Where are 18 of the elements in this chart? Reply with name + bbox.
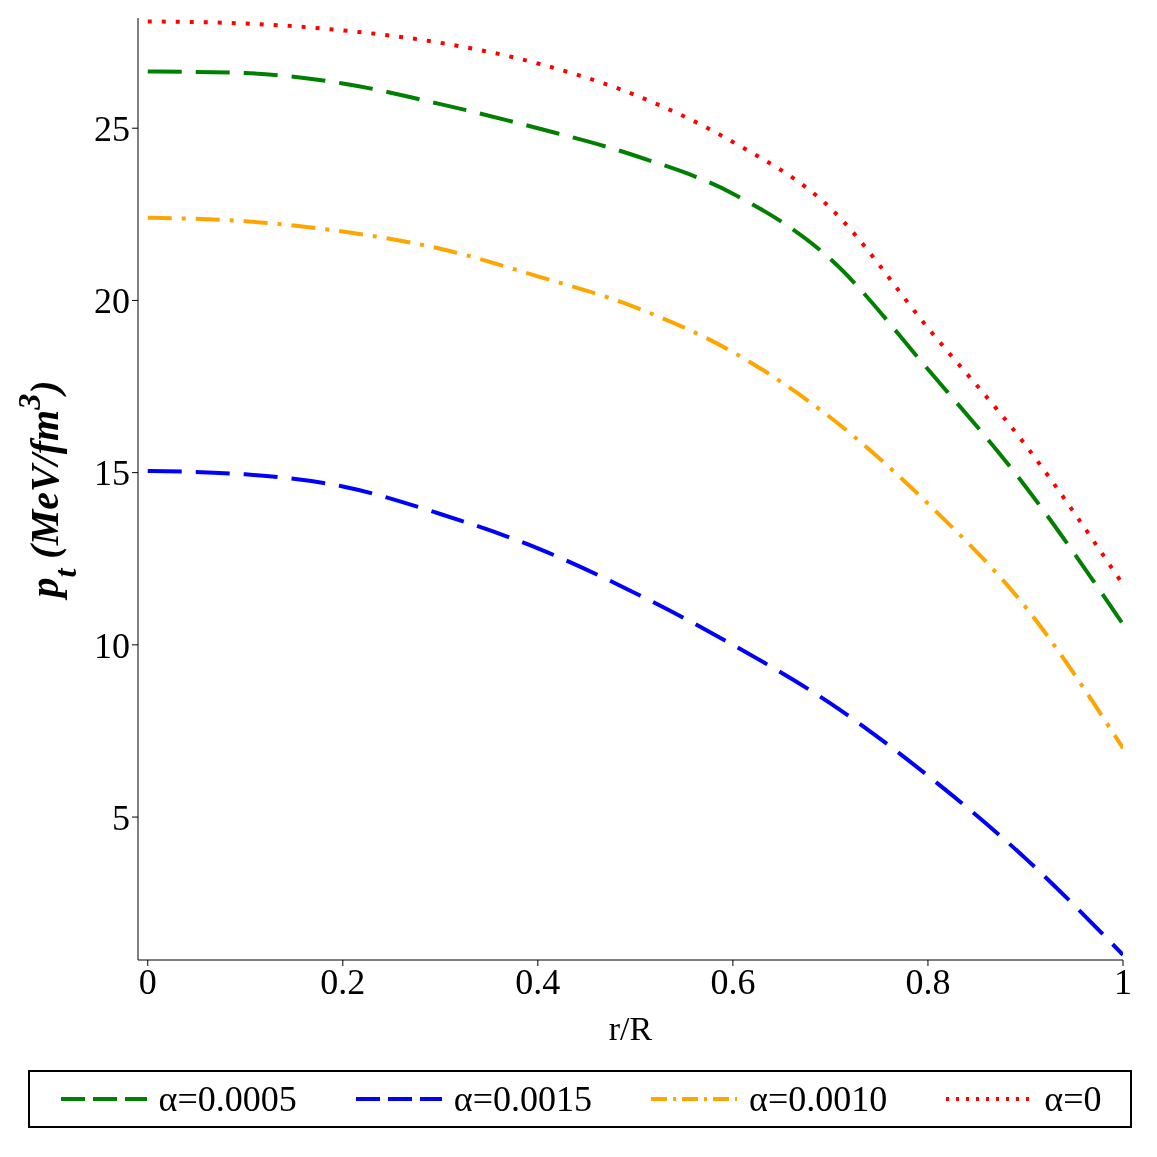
y-tick-label: 20 [94,281,130,322]
y-tick-label: 5 [112,797,130,838]
y-tick-label: 25 [94,109,130,149]
legend-label: α=0.0010 [749,1078,888,1120]
x-tick-label: 0.2 [320,961,366,1002]
x-tick-label: 0.6 [710,961,756,1002]
x-tick-label: 1 [1114,961,1132,1002]
legend-label: α=0.0015 [453,1078,592,1120]
y-tick-label: 10 [94,625,130,666]
legend-label: α=0 [1044,1078,1102,1120]
x-tick-label: 0 [138,961,157,1002]
legend-label: α=0.0005 [158,1078,297,1120]
x-tick-label: 0.4 [515,961,561,1002]
line-series [145,468,1123,957]
x-tick-label: 0.8 [905,961,951,1002]
x-axis-title: r/R [608,1010,653,1047]
line-series [145,215,1123,751]
y-tick-label: 15 [94,453,130,494]
